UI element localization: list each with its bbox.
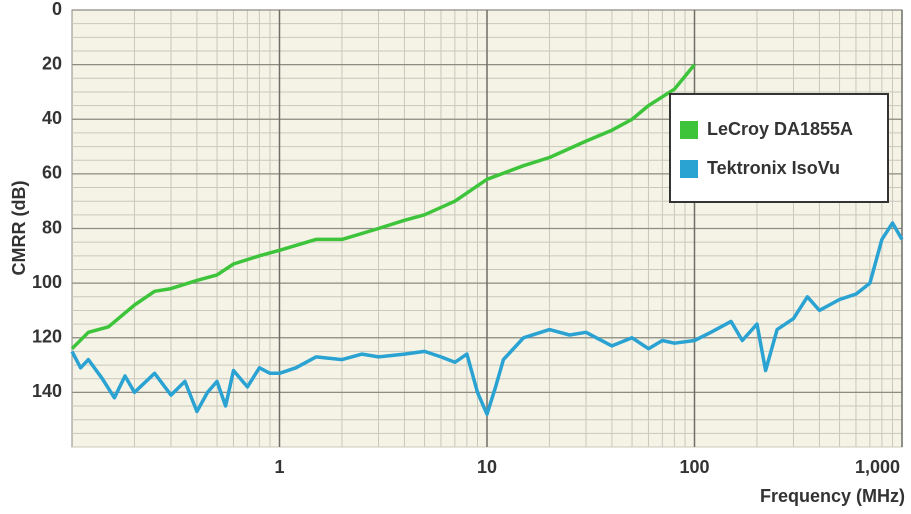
legend-swatch [680, 160, 698, 178]
y-tick-label: 40 [42, 108, 62, 128]
y-tick-label: 140 [32, 381, 62, 401]
legend-label: LeCroy DA1855A [707, 119, 853, 139]
y-tick-label: 60 [42, 163, 62, 183]
x-tick-label: 1,000 [855, 457, 900, 477]
series-line [70, 221, 904, 416]
x-tick-label: 100 [679, 457, 709, 477]
y-axis-label: CMRR (dB) [9, 181, 29, 276]
y-tick-label: 120 [32, 327, 62, 347]
y-tick-label: 20 [42, 53, 62, 73]
x-tick-label: 10 [477, 457, 497, 477]
legend-box [669, 93, 889, 203]
y-tick-label: 80 [42, 217, 62, 237]
y-tick-label: 0 [52, 0, 62, 19]
x-tick-label: 1 [274, 457, 284, 477]
legend-label: Tektronix IsoVu [707, 158, 840, 178]
y-tick-label: 100 [32, 272, 62, 292]
series-line [70, 63, 696, 350]
x-axis-label: Frequency (MHz) [760, 486, 905, 506]
legend-swatch [680, 121, 698, 139]
